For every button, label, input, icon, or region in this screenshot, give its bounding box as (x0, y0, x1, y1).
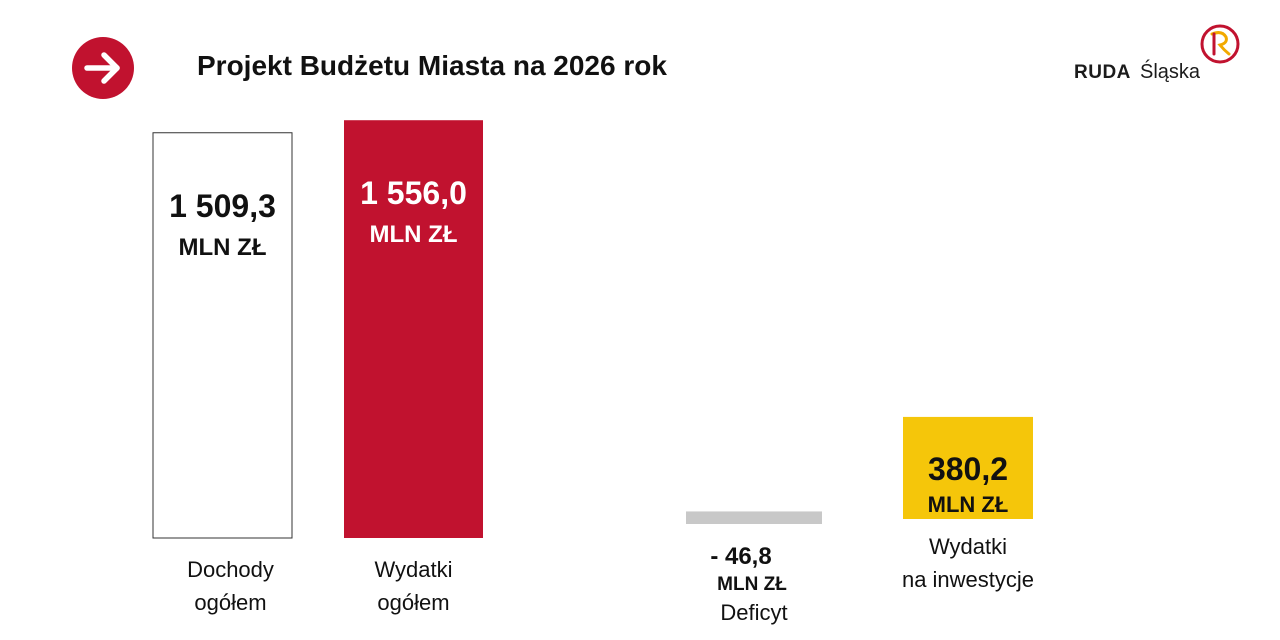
bar-unit-label-2: MLN ZŁ (717, 574, 787, 595)
nav-circle-button[interactable] (72, 37, 134, 99)
logo-word-ruda: RUDA (1074, 62, 1131, 83)
category-label-3-0: Wydatki (929, 534, 1007, 559)
logo-mark-icon (1200, 24, 1240, 64)
bar-value-label-3: 380,2 (928, 451, 1008, 487)
category-label-2-0: Deficyt (720, 600, 787, 625)
category-label-1-0: Wydatki (374, 557, 452, 582)
category-label-1-1: ogółem (377, 590, 449, 615)
bar-unit-label-3: MLN ZŁ (928, 492, 1009, 517)
category-label-3-1: na inwestycje (902, 567, 1034, 592)
page-title: Projekt Budżetu Miasta na 2026 rok (197, 50, 667, 81)
bar-value-label-0: 1 509,3 (169, 188, 276, 224)
bar-unit-label-1: MLN ZŁ (370, 221, 458, 248)
category-label-0-1: ogółem (194, 590, 266, 615)
logo-word-slaska: Śląska (1140, 61, 1201, 83)
bar-unit-label-0: MLN ZŁ (179, 234, 267, 261)
category-label-0-0: Dochody (187, 557, 274, 582)
bar-value-label-2: - 46,8 (710, 543, 771, 570)
bar-1 (344, 120, 483, 539)
arrow-right-icon (84, 52, 120, 84)
bar-0 (152, 132, 293, 539)
bar-value-label-1: 1 556,0 (360, 175, 467, 211)
bar-2 (686, 511, 822, 524)
ruda-slaska-logo: RUDA Śląska (1072, 20, 1272, 90)
bar-3 (903, 416, 1033, 519)
